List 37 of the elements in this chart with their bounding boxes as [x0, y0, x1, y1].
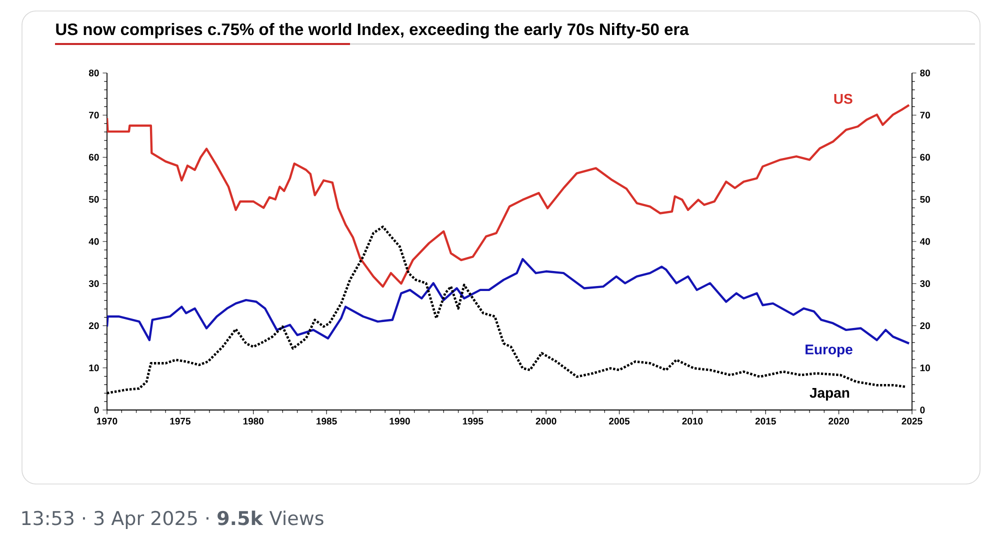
y-tick-label: 30 — [920, 280, 930, 287]
y2-tick-label: 60 — [88, 154, 99, 161]
y-tick-label: 40 — [920, 238, 930, 245]
y2-tick-label: 80 — [88, 70, 99, 76]
x-tick-label: 1985 — [316, 418, 337, 425]
x-tick-label: 2005 — [609, 418, 630, 425]
y2-tick-label: 50 — [88, 196, 99, 203]
y2-tick-label: 0 — [94, 406, 99, 414]
y-tick-label: 70 — [920, 112, 930, 118]
x-tick-label: 1980 — [243, 418, 264, 425]
y2-tick-label: 20 — [88, 322, 99, 330]
series-label: Europe — [806, 344, 852, 358]
y2-tick-label: 70 — [89, 112, 99, 118]
x-tick-label: 2000 — [536, 418, 556, 425]
x-tick-label: 1995 — [462, 418, 484, 425]
x-tick-label: 2020 — [828, 418, 849, 425]
line-series — [107, 104, 910, 288]
series-label: US — [834, 94, 852, 104]
x-tick-label: 2015 — [755, 418, 776, 425]
y2-tick-label: 30 — [88, 280, 99, 287]
x-tick-label: 1975 — [170, 418, 190, 425]
y-tick-label: 60 — [920, 154, 930, 161]
text: 13:53 · 3 Apr 2025 · 9.5k Views — [22, 510, 324, 529]
chart-title: US now comprises c.75% of the world Index, exceeding the early 70s Nifty-50 era — [56, 23, 689, 38]
y2-tick-label: 40 — [88, 238, 99, 245]
line-series — [107, 258, 910, 345]
x-tick-label: 2010 — [682, 418, 703, 425]
y2-tick-label: 10 — [89, 364, 99, 372]
x-tick-label: 1990 — [390, 418, 410, 425]
x-tick-label: 2025 — [902, 418, 922, 425]
y-tick-label: 0 — [920, 406, 925, 414]
y-tick-label: 10 — [920, 364, 930, 372]
series-label: Japan — [810, 388, 850, 401]
y-tick-label: 80 — [920, 70, 930, 76]
y-tick-label: 20 — [920, 322, 930, 330]
x-tick-label: 1970 — [97, 418, 118, 425]
y-tick-label: 50 — [920, 196, 930, 203]
